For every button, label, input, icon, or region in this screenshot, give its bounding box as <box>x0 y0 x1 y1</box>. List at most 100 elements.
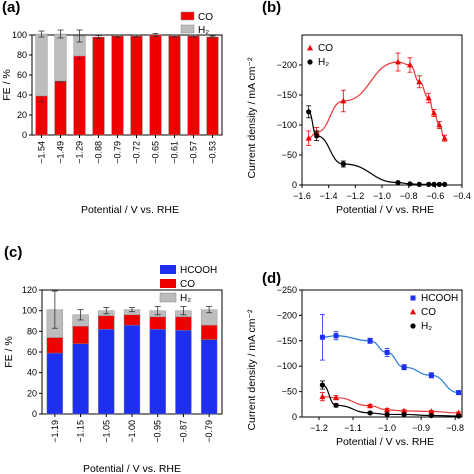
legend-label-h2: H₂ <box>318 57 329 68</box>
bar-hcooh <box>46 352 64 415</box>
bar-co <box>130 35 143 136</box>
y-tick-label: 0 <box>292 180 297 190</box>
x-axis-label: Potential / V vs. RHE <box>83 463 181 474</box>
y-tick-label: 80 <box>17 50 27 60</box>
x-tick-label: −1.15 <box>76 420 86 443</box>
y-tick-label: 60 <box>17 70 27 80</box>
legend-marker-h2 <box>307 59 313 65</box>
bar-co <box>111 35 124 136</box>
y-tick-label: −100 <box>277 120 297 130</box>
point-h2 <box>407 181 413 187</box>
point-hcooh <box>456 390 462 396</box>
y-tick-label: 20 <box>17 110 27 120</box>
legend-label-h2: H₂ <box>180 293 191 304</box>
x-tick-label: −1.2 <box>346 191 364 201</box>
point-hcooh <box>319 334 325 340</box>
y-tick-label: 80 <box>27 326 37 336</box>
x-tick-label: −0.9 <box>412 423 430 433</box>
point-co <box>431 109 437 116</box>
y-tick-label: 0 <box>22 130 27 140</box>
bar-hcooh <box>175 330 192 415</box>
fit-line-co <box>308 61 445 139</box>
y-tick-label: 0 <box>292 412 297 422</box>
legend-label-co: CO <box>180 279 195 290</box>
y-tick-label: 40 <box>17 90 27 100</box>
bar-hcooh <box>72 343 89 415</box>
x-axis-label: Potential / V vs. RHE <box>336 204 434 216</box>
bar-co <box>92 36 105 136</box>
point-hcooh <box>367 338 373 344</box>
x-tick-label: −0.8 <box>446 423 464 433</box>
point-co <box>319 393 326 400</box>
point-hcooh <box>384 349 390 355</box>
bar-hcooh <box>98 329 115 415</box>
y-tick-label: −200 <box>277 60 297 70</box>
point-h2 <box>442 181 448 187</box>
point-co <box>340 97 347 104</box>
y-tick-label: 60 <box>27 347 37 357</box>
y-tick-label: 100 <box>22 306 37 316</box>
point-h2 <box>436 181 442 187</box>
point-co <box>401 407 408 414</box>
x-tick-label: −0.53 <box>208 141 218 164</box>
y-tick-label: 120 <box>22 285 37 295</box>
bar-co <box>149 34 162 136</box>
panel-label-b: (b) <box>262 0 281 16</box>
fit-line-co <box>322 396 459 414</box>
x-tick-label: −0.79 <box>113 141 123 164</box>
point-co <box>367 402 374 409</box>
bar-co <box>206 36 219 136</box>
point-h2 <box>319 382 326 388</box>
x-tick-label: −1.19 <box>50 420 60 443</box>
point-hcooh <box>333 333 339 339</box>
x-tick-label: −0.57 <box>189 141 199 164</box>
panel-label-a: (a) <box>2 0 20 16</box>
bar-h2 <box>35 33 48 97</box>
x-tick-label: −0.79 <box>204 420 214 443</box>
y-axis-label: FE / % <box>3 336 15 368</box>
point-co <box>428 408 435 414</box>
bar-co <box>72 325 89 344</box>
point-h2 <box>416 181 422 187</box>
bar-co <box>54 80 67 136</box>
y-tick-label: 20 <box>27 388 37 398</box>
bar-co <box>175 316 192 331</box>
point-h2 <box>401 411 407 418</box>
y-axis-label: Current density / mA cm⁻² <box>246 57 258 179</box>
x-tick-label: −1.0 <box>378 423 396 433</box>
bar-co <box>187 35 200 136</box>
point-co <box>407 61 413 68</box>
point-h2 <box>431 181 437 187</box>
y-tick-label: −50 <box>282 150 297 160</box>
legend-label-co: CO <box>421 307 436 318</box>
x-tick-label: −0.87 <box>178 420 188 443</box>
legend-label-co: CO <box>198 12 213 23</box>
bar-co <box>98 315 115 330</box>
point-h2 <box>395 180 401 186</box>
fit-line-h2 <box>308 111 445 186</box>
legend-swatch-co <box>180 11 195 21</box>
x-tick-label: −0.95 <box>153 420 163 443</box>
y-tick-label: 100 <box>12 30 27 40</box>
panel-label-c: (c) <box>4 244 22 261</box>
plot-frame-0 <box>31 34 223 136</box>
x-tick-label: −1.00 <box>127 420 137 443</box>
y-tick-label: −250 <box>277 285 297 295</box>
x-tick-label: −0.88 <box>94 141 104 164</box>
y-tick-label: 40 <box>27 368 37 378</box>
bar-co <box>123 314 141 326</box>
x-tick-label: −1.2 <box>310 423 328 433</box>
x-tick-label: −1.05 <box>101 420 111 443</box>
legend-marker-h2 <box>410 323 416 329</box>
panel-label-d: (d) <box>262 270 281 287</box>
point-co <box>416 78 423 85</box>
x-axis-label: Potential / V vs. RHE <box>81 204 179 216</box>
point-co <box>333 394 340 401</box>
y-tick-label: −150 <box>277 336 297 346</box>
y-tick-label: 0 <box>32 409 37 419</box>
y-tick-label: −200 <box>277 310 297 320</box>
point-h2 <box>428 412 434 419</box>
x-tick-label: −1.6 <box>293 191 311 201</box>
legend-label-h2: H₂ <box>198 25 209 36</box>
legend-swatch-h2 <box>159 292 177 303</box>
